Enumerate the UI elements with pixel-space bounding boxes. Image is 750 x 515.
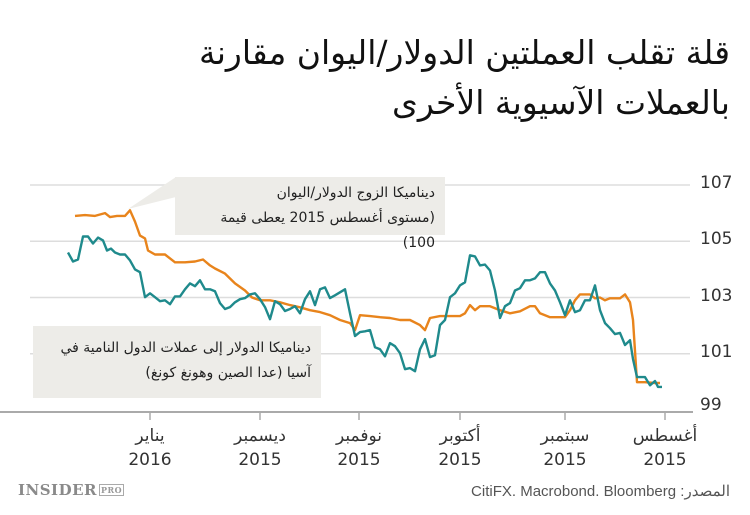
chart-title: قلة تقلب العملتين الدولار/اليوان مقارنة … [30,28,730,128]
series-line-usd-cny [74,209,660,385]
x-tick-label: أغسطس 2015 [632,426,698,470]
annotation-usd-cny: ديناميكا الزوج الدولار/اليوان (مستوى أغس… [175,177,445,251]
annotation-usd-cny-line-1: ديناميكا الزوج الدولار/اليوان [276,185,435,201]
chart-title-line-2: بالعملات الآسيوية الأخرى [392,83,730,122]
y-tick-label: 101 [700,341,733,362]
logo-badge: PRO [98,484,125,496]
y-tick-label: 99 [700,395,722,415]
series-line-usd-asia-em [66,235,662,389]
annotation-usd-asia-em-line-2: آسيا (عدا الصين وهونغ كونغ) [145,365,311,381]
annotation-usd-asia-em: ديناميكا الدولار إلى عملات الدول النامية… [33,326,321,398]
logo-text: INSIDER [18,481,97,499]
x-tick-label: يناير 2016 [128,426,172,470]
x-tick-label: سبتمبر 2015 [540,426,590,470]
y-tick-label: 105 [700,229,733,250]
x-tick-label: أكتوبر 2015 [438,426,482,470]
y-tick-label: 107 [700,173,733,193]
annotation-usd-cny-line-2: (مستوى أغسطس 2015 يعطى قيمة 100) [220,210,435,251]
x-axis-ticks [149,412,666,420]
x-tick-label: ديسمبر 2015 [234,426,286,470]
insider-pro-logo: INSIDER PRO [18,481,125,499]
chart-title-line-1: قلة تقلب العملتين الدولار/اليوان مقارنة [199,33,730,72]
x-tick-label: نوفمبر 2015 [336,426,382,470]
annotation-pointer-orange [128,177,176,209]
y-tick-label: 103 [700,285,733,306]
annotation-usd-asia-em-line-1: ديناميكا الدولار إلى عملات الدول النامية… [60,340,311,356]
source-note: المصدر: CitiFX. Macrobond. Bloomberg [471,483,730,500]
